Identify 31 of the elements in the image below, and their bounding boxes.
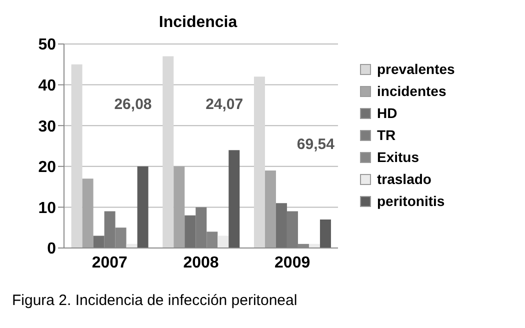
bar xyxy=(82,178,94,248)
annotation: 69,54 xyxy=(296,136,334,153)
legend-label: TR xyxy=(377,127,396,143)
y-tick-label: 40 xyxy=(38,77,56,94)
bar xyxy=(137,166,148,248)
y-tick-label: 30 xyxy=(38,118,56,136)
bar xyxy=(228,150,240,248)
x-tick-label: 2008 xyxy=(183,254,219,272)
chart-title: Incidencia xyxy=(158,14,238,32)
bar xyxy=(320,219,331,248)
legend-label: HD xyxy=(377,105,398,121)
y-tick-label: 20 xyxy=(38,159,56,176)
bar xyxy=(71,64,82,248)
bar xyxy=(162,56,174,248)
annotation: 26,08 xyxy=(114,96,152,113)
legend-label: Exitus xyxy=(377,149,420,165)
x-tick-label: 2007 xyxy=(92,254,128,272)
y-tick-label: 50 xyxy=(38,36,56,54)
legend-label: prevalentes xyxy=(377,61,455,77)
legend-label: traslado xyxy=(377,171,432,187)
y-tick-label: 0 xyxy=(47,240,56,258)
bar xyxy=(254,76,265,248)
bar xyxy=(264,170,276,248)
legend-label: peritonitis xyxy=(377,193,445,209)
x-tick-label: 2009 xyxy=(274,254,310,272)
text: Figura 2. Incidencia de infección peritoneal xyxy=(12,292,298,309)
bar xyxy=(218,236,229,248)
bar xyxy=(174,166,185,248)
y-tick-label: 10 xyxy=(38,200,56,217)
annotation: 24,07 xyxy=(206,96,244,113)
legend-label: incidentes xyxy=(377,83,446,99)
